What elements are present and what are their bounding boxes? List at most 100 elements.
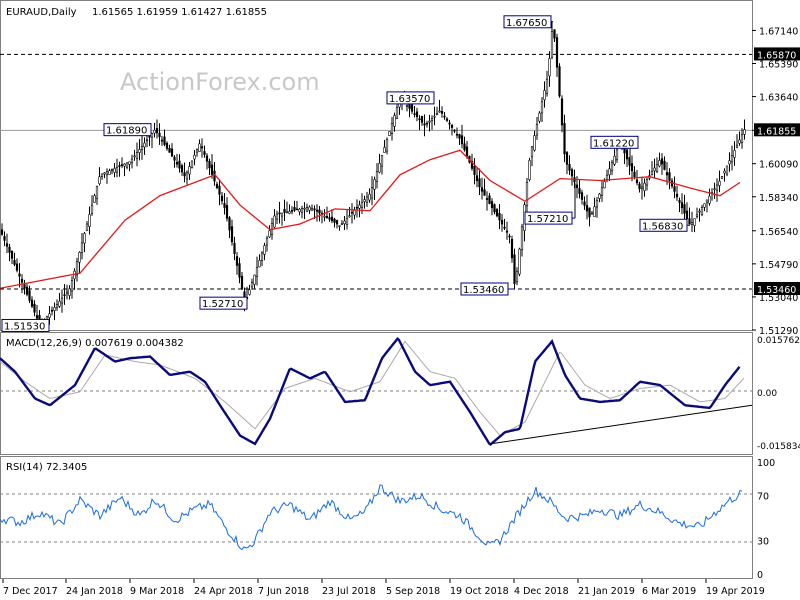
candle-body [170, 148, 174, 157]
price-ytick-1: 1.65390 [759, 60, 798, 71]
candle-body [355, 206, 359, 209]
candle-body [540, 101, 544, 114]
candle-body [235, 256, 239, 266]
candle-body [135, 152, 139, 160]
label-box-7 [199, 296, 248, 310]
candle-body [390, 123, 394, 134]
candle-body [668, 172, 671, 181]
candle-body [68, 288, 71, 296]
candle-body [290, 210, 294, 212]
candle-body [58, 300, 61, 307]
x-tick-7: 19 Oct 2018 [450, 586, 509, 597]
candle-body [193, 154, 196, 160]
rsi-title: RSI(14) 72.3405 [6, 462, 87, 473]
x-tick-6: 5 Sep 2018 [386, 586, 440, 597]
candle-body [695, 214, 699, 217]
candle-body [693, 218, 696, 226]
candle-body [225, 205, 229, 219]
label-text-0: 1.67650 [506, 18, 547, 29]
candle-body [145, 139, 149, 142]
candle-body [338, 225, 341, 227]
candle-body [533, 135, 536, 151]
candle-body [195, 149, 199, 153]
candle-body [735, 144, 739, 148]
candle-body [215, 183, 219, 188]
price-y-axis: 1.67140 1.65390 1.63640 1.61855 1.60090 1.583… [752, 26, 800, 337]
candle-body [328, 217, 331, 220]
candle-body [575, 184, 579, 189]
candle-body [70, 280, 74, 292]
candle-body [450, 124, 454, 128]
candle-body [733, 150, 736, 158]
price-axis-box-text-1: 1.53460 [757, 285, 796, 296]
label-box-8 [1, 318, 50, 332]
candle-body [590, 212, 594, 215]
candle-body [108, 170, 111, 175]
x-tick-5: 23 Jul 2018 [322, 586, 376, 597]
candle-body [675, 193, 679, 198]
candle-body [425, 122, 429, 125]
candle-body [278, 212, 281, 215]
candle-body [373, 179, 376, 190]
candle-body [635, 179, 639, 184]
candle-body [25, 286, 29, 295]
x-tick-3: 24 Apr 2018 [194, 586, 253, 597]
label-box-2 [103, 123, 152, 137]
chart-symbol: EURAUD,Daily [6, 7, 77, 18]
candle-body [690, 222, 694, 225]
candle-body [10, 250, 14, 259]
candle-body [123, 163, 126, 167]
rsi-y-axis: 100 70 30 0 [757, 458, 775, 581]
candle-body [90, 204, 94, 214]
rsi-panel-frame [0, 456, 753, 579]
candle-body [600, 187, 604, 196]
price-axis-box-text-2: 1.61855 [757, 126, 796, 137]
candle-body [258, 260, 261, 268]
candle-body [63, 294, 66, 296]
candle-body [275, 213, 279, 220]
candle-body [478, 178, 481, 188]
candle-body [718, 180, 721, 186]
candle-body [103, 172, 106, 175]
candle-body [513, 254, 516, 285]
label-text-1: 1.63570 [389, 94, 430, 105]
candle-body [428, 120, 431, 123]
candle-body [315, 209, 319, 212]
price-panel-frame [0, 0, 753, 331]
candle-body [613, 155, 616, 165]
candle-body [665, 172, 669, 176]
candle-body [55, 304, 59, 309]
candle-body [233, 242, 236, 254]
candle-body [640, 186, 644, 189]
candle-body [580, 192, 584, 200]
candle-body [138, 149, 141, 153]
candle-body [50, 309, 54, 312]
candle-body [133, 155, 136, 158]
candle-body [115, 167, 119, 173]
candle-body [463, 143, 466, 151]
candle-body [688, 218, 691, 225]
price-ytick-2: 1.63640 [759, 93, 798, 104]
candle-body [438, 110, 441, 113]
candle-body [18, 273, 21, 277]
candle-body [83, 233, 86, 244]
candle-body [633, 171, 636, 178]
x-tick-10: 6 Mar 2019 [642, 586, 696, 597]
candle-body [325, 216, 329, 218]
candle-body [75, 261, 79, 276]
candle-body [560, 98, 564, 126]
candle-body [0, 229, 4, 235]
price-axis-box-text-0: 1.65870 [757, 50, 796, 61]
candle-body [255, 267, 259, 277]
candle-body [348, 215, 351, 218]
candle-body [480, 187, 484, 192]
candle-body [528, 160, 531, 181]
candle-body [393, 115, 396, 127]
macd-ytick-2: -0.015834 [757, 442, 800, 452]
label-box-5 [639, 218, 688, 232]
candle-body [535, 124, 539, 136]
candle-body [198, 143, 201, 152]
rsi-panel: RSI(14) 72.3405 100 70 30 0 [0, 458, 775, 581]
macd-y-axis: 0.015762 0.00 -0.015834 [757, 336, 800, 452]
label-text-4: 1.57210 [527, 214, 568, 225]
